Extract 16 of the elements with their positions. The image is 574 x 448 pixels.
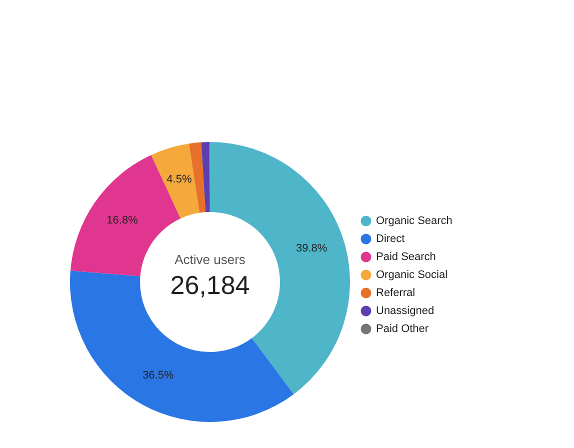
text: Active users bbox=[174, 252, 246, 267]
donut-slice bbox=[70, 270, 294, 422]
data-label: 16.8% bbox=[106, 214, 138, 227]
donut-slice bbox=[151, 144, 200, 218]
legend-label: Paid Other bbox=[376, 323, 429, 335]
data-label: 36.5% bbox=[142, 370, 174, 382]
legend-label: Unassigned bbox=[376, 305, 434, 317]
data-label: 4.5% bbox=[166, 174, 192, 186]
legend-label: Organic Search bbox=[376, 215, 452, 227]
text: 26,184 bbox=[170, 270, 250, 300]
donut-slice bbox=[201, 142, 210, 212]
legend-label: Paid Search bbox=[376, 251, 436, 263]
legend-label: Referral bbox=[376, 287, 416, 299]
data-label: 39.8% bbox=[296, 242, 328, 254]
legend-label: Organic Social bbox=[376, 269, 448, 281]
legend-label: Direct bbox=[376, 233, 405, 245]
